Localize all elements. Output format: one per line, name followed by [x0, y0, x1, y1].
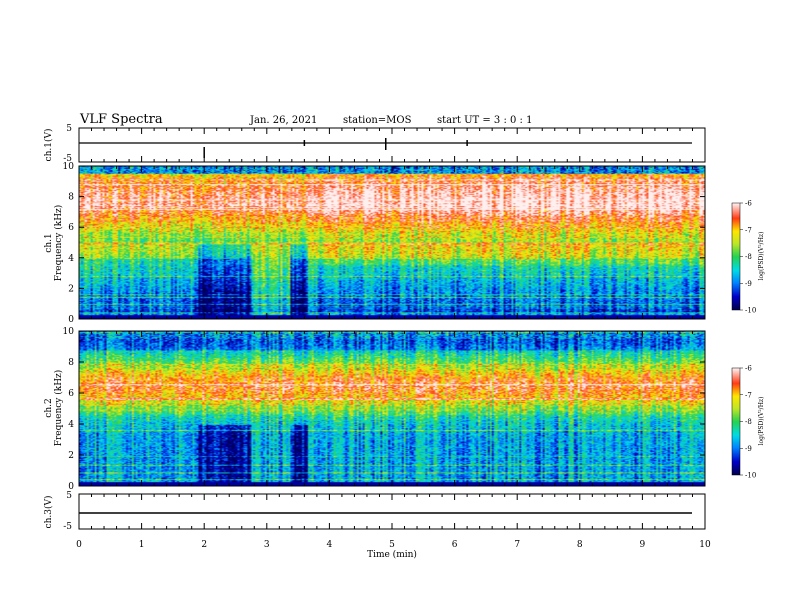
ch1-spectrogram-ytick-label: 0	[68, 315, 74, 325]
ch1-ytick-top: 5	[66, 124, 72, 134]
time-axis-tick-label: 8	[577, 540, 583, 550]
panel-ch1-spectrogram: ch.1 Frequency (kHz) 0 2 4 6 8 10 -6 -7 -8 -9 -10…	[44, 162, 765, 325]
ch3-ytick-bottom: -5	[63, 522, 72, 532]
ch1-spectrogram-ytick-label: 10	[63, 162, 75, 172]
time-axis-tick-labels: 0 1 2 3 4 5 6 7 8 9 10	[76, 540, 711, 550]
ch1-spectrogram-ytick-label: 2	[68, 284, 74, 294]
ch1-colorbar	[732, 203, 740, 310]
time-axis-label: Time (min)	[367, 549, 417, 560]
panel-ch2-spectrogram: ch.2 Frequency (kHz) 0 2 4 6 8 10 -6 -7 -8 -9 -10…	[44, 327, 765, 492]
figure-title: VLF Spectra	[79, 112, 163, 127]
ch2-spectrogram-yticks: 0 2 4 6 8 10	[63, 327, 705, 492]
panel-ch1-waveform: 5 -5 ch.1(V)	[43, 124, 706, 164]
ch1-spectrogram-image	[79, 166, 705, 319]
header-start-ut: start UT = 3 : 0 : 1	[437, 115, 532, 126]
ch1-colorbar-tick-label: -6	[745, 200, 752, 208]
ch1-spectrogram-ylabel-frequency: Frequency (kHz)	[53, 205, 64, 282]
time-axis-tick-label: 9	[640, 540, 646, 550]
time-axis-tick-label: 0	[76, 540, 82, 550]
ch2-spectrogram-ytick-label: 4	[68, 420, 74, 430]
ch2-colorbar	[732, 368, 740, 475]
time-axis-tick-label: 1	[139, 540, 145, 550]
ch2-colorbar-label: log(PSD)(V²/Hz)	[758, 397, 765, 446]
ch2-spectrogram-image	[79, 331, 705, 486]
ch2-colorbar-tick-label: -7	[745, 391, 752, 399]
ch3-ytick-top: 5	[66, 491, 72, 501]
ch2-spectrogram-ytick-label: 6	[68, 389, 74, 399]
ch2-colorbar-tick-label: -8	[745, 418, 752, 426]
ch2-colorbar-ticks: -6 -7 -8 -9 -10	[740, 365, 756, 480]
ch2-spectrogram-ytick-label: 10	[63, 327, 75, 337]
ch1-ytick-bottom: -5	[63, 154, 72, 164]
time-axis-tick-label: 10	[699, 540, 711, 550]
ch1-colorbar-tick-label: -9	[745, 280, 752, 288]
header-station: station=MOS	[343, 115, 412, 126]
ch1-colorbar-tick-label: -10	[745, 307, 756, 315]
ch1-spectrogram-ytick-label: 4	[68, 254, 74, 264]
ch2-colorbar-tick-label: -6	[745, 365, 752, 373]
ch2-spectrogram-ytick-label: 8	[68, 358, 74, 368]
ch2-spectrogram-ylabel-frequency: Frequency (kHz)	[53, 370, 64, 447]
ch1-colorbar-ticks: -6 -7 -8 -9 -10	[740, 200, 756, 315]
ch2-colorbar-tick-label: -9	[745, 445, 752, 453]
ch1-colorbar-tick-label: -7	[745, 226, 752, 234]
time-axis-tick-label: 7	[514, 540, 520, 550]
ch2-spectrogram-ytick-label: 0	[68, 482, 74, 492]
ch2-spectrogram-ylabel-channel: ch.2	[44, 398, 54, 417]
ch2-colorbar-tick-label: -10	[745, 472, 756, 480]
time-axis-tick-label: 6	[452, 540, 458, 550]
ch2-spectrogram-ytick-label: 2	[68, 451, 74, 461]
time-axis-tick-label: 4	[327, 540, 333, 550]
time-axis-tick-label: 3	[264, 540, 270, 550]
ch1-spectrogram-ytick-label: 8	[68, 193, 74, 203]
panel-ch3-waveform: 5 -5 ch.3(V) 0 1 2 3 4 5 6 7 8 9 10 Time (min)	[43, 491, 711, 560]
ch1-spectrogram-yticks: 0 2 4 6 8 10	[63, 162, 705, 325]
ch1-colorbar-tick-label: -8	[745, 253, 752, 261]
ch1-colorbar-label: log(PSD)(V²/Hz)	[758, 232, 765, 281]
time-axis-tick-label: 5	[389, 540, 395, 550]
time-axis-tick-label: 2	[201, 540, 207, 550]
header-date: Jan. 26, 2021	[249, 115, 317, 126]
ch1-spectrogram-ylabel-channel: ch.1	[44, 233, 54, 252]
ch1-spectrogram-ytick-label: 6	[68, 223, 74, 233]
x-ticks	[78, 128, 706, 529]
ch3-waveform-ylabel: ch.3(V)	[43, 496, 54, 529]
ch1-waveform-ylabel: ch.1(V)	[43, 129, 54, 162]
